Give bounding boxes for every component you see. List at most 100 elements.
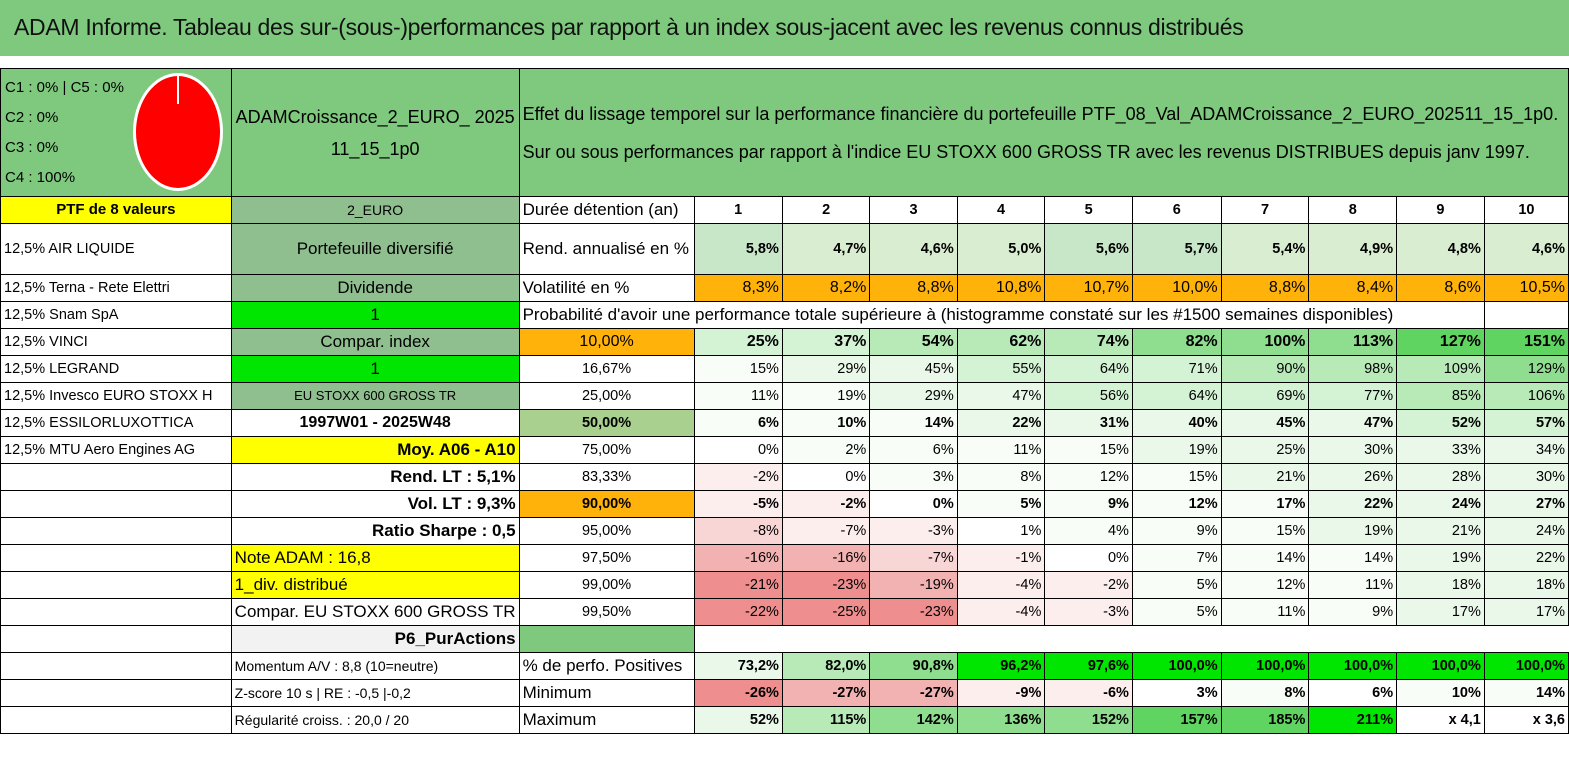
stat-value: -9% bbox=[956, 679, 1046, 707]
prob-value: 21% bbox=[1220, 463, 1310, 491]
stat-value: 136% bbox=[956, 706, 1046, 734]
stat-value: -27% bbox=[781, 679, 871, 707]
stat-value: 10% bbox=[1396, 679, 1485, 707]
stat-value: 152% bbox=[1044, 706, 1133, 734]
prob-row: 12,5% Invesco EURO STOXX H EU STOXX 600 … bbox=[0, 382, 1569, 410]
prob-threshold: 16,67% bbox=[518, 355, 695, 383]
prob-value: 9% bbox=[1044, 490, 1133, 518]
prob-value: -16% bbox=[781, 544, 871, 572]
prob-value: -25% bbox=[781, 598, 871, 626]
prob-value: -7% bbox=[869, 544, 958, 572]
prob-value: 106% bbox=[1483, 382, 1569, 410]
prob-value: 37% bbox=[781, 328, 871, 356]
portfolio-name: ADAMCroissance_2_EURO_ 202511_15_1p0 bbox=[230, 68, 520, 197]
duration-cell: 9 bbox=[1396, 196, 1485, 224]
return-value: 4,6% bbox=[1483, 223, 1569, 275]
prob-value: -7% bbox=[781, 517, 871, 545]
stats-row: Z-score 10 s | RE : -0,5 |-0,2 Minimum -… bbox=[0, 679, 1569, 707]
stats-row: Régularité croiss. : 20,0 / 20 Maximum 5… bbox=[0, 706, 1569, 734]
prob-value: 127% bbox=[1396, 328, 1485, 356]
prob-value: 14% bbox=[1220, 544, 1310, 572]
prob-value: 29% bbox=[781, 355, 871, 383]
stat-value: 14% bbox=[1483, 679, 1569, 707]
col2-flag-2: 1 bbox=[230, 355, 520, 383]
holding-2: 12,5% Terna - Rete Elettri bbox=[0, 274, 232, 302]
prob-value: 74% bbox=[1044, 328, 1133, 356]
prob-value: 17% bbox=[1220, 490, 1310, 518]
prob-value: 5% bbox=[1131, 598, 1222, 626]
prob-value: 22% bbox=[956, 409, 1046, 437]
prob-row: Rend. LT : 5,1% 83,33% -2% 0% 3% 8% 12% … bbox=[0, 463, 1569, 491]
prob-threshold: 99,00% bbox=[518, 571, 695, 599]
prob-row: 12,5% ESSILORLUXOTTICA 1997W01 - 2025W48… bbox=[0, 409, 1569, 437]
durations-label: Durée détention (an) bbox=[518, 196, 695, 224]
stat-value: 90,8% bbox=[869, 652, 958, 680]
return-value: 5,6% bbox=[1044, 223, 1133, 275]
minimum-label: Minimum bbox=[518, 679, 695, 707]
prob-value: -5% bbox=[693, 490, 783, 518]
prob-value: 7% bbox=[1131, 544, 1222, 572]
prob-value: 2% bbox=[781, 436, 871, 464]
holding-1: 12,5% AIR LIQUIDE bbox=[0, 223, 232, 275]
prob-value: 1% bbox=[956, 517, 1046, 545]
prob-value: 85% bbox=[1396, 382, 1485, 410]
stat-value: 73,2% bbox=[693, 652, 783, 680]
prob-value: 71% bbox=[1131, 355, 1222, 383]
prob-value: 54% bbox=[869, 328, 958, 356]
prob-value: 24% bbox=[1396, 490, 1485, 518]
prob-value: 0% bbox=[781, 463, 871, 491]
col2-dividend-mode: 1_div. distribué bbox=[230, 571, 520, 599]
return-value: 5,4% bbox=[1220, 223, 1310, 275]
stat-value: 185% bbox=[1220, 706, 1310, 734]
empty-cell bbox=[1483, 301, 1569, 329]
empty-cell bbox=[0, 544, 232, 572]
prob-threshold: 83,33% bbox=[518, 463, 695, 491]
col2-flag-1: 1 bbox=[230, 301, 520, 329]
prob-value: 30% bbox=[1483, 463, 1569, 491]
prob-value: 0% bbox=[869, 490, 958, 518]
prob-value: 129% bbox=[1483, 355, 1569, 383]
return-value: 5,0% bbox=[956, 223, 1046, 275]
prob-value: 11% bbox=[1220, 598, 1310, 626]
return-value: 4,6% bbox=[869, 223, 958, 275]
prob-value: -2% bbox=[781, 490, 871, 518]
prob-value: 19% bbox=[1396, 544, 1485, 572]
prob-value: -22% bbox=[693, 598, 783, 626]
blank-area bbox=[694, 625, 1569, 653]
prob-value: -1% bbox=[956, 544, 1046, 572]
prob-row: 12,5% LEGRAND 1 16,67% 15% 29% 45% 55% 6… bbox=[0, 355, 1569, 383]
duration-cell: 8 bbox=[1308, 196, 1398, 224]
prob-row: 12,5% VINCI Compar. index 10,00% 25% 37%… bbox=[0, 328, 1569, 356]
volatility-row: 12,5% Terna - Rete Elettri Dividende Vol… bbox=[0, 274, 1569, 302]
prob-value: 15% bbox=[1131, 463, 1222, 491]
prob-value: 18% bbox=[1396, 571, 1485, 599]
prob-value: 64% bbox=[1044, 355, 1133, 383]
prob-value: 11% bbox=[693, 382, 783, 410]
stat-value: x 4,1 bbox=[1396, 706, 1485, 734]
prob-value: 34% bbox=[1483, 436, 1569, 464]
stat-value: 157% bbox=[1131, 706, 1222, 734]
momentum-label: Momentum A/V : 8,8 (10=neutre) bbox=[230, 652, 520, 680]
stat-value: 6% bbox=[1308, 679, 1398, 707]
prob-value: 26% bbox=[1308, 463, 1398, 491]
prob-value: 11% bbox=[1308, 571, 1398, 599]
stats-row: Momentum A/V : 8,8 (10=neutre) % de perf… bbox=[0, 652, 1569, 680]
duration-cell: 3 bbox=[869, 196, 958, 224]
stat-value: 3% bbox=[1131, 679, 1222, 707]
holding-8: 12,5% MTU Aero Engines AG bbox=[0, 436, 232, 464]
prob-value: 33% bbox=[1396, 436, 1485, 464]
prob-value: 14% bbox=[1308, 544, 1398, 572]
prob-row: Compar. EU STOXX 600 GROSS TR 99,50% -22… bbox=[0, 598, 1569, 626]
description-line-2: Sur ou sous performances par rapport à l… bbox=[522, 141, 1530, 162]
description-line-1: Effet du lissage temporel sur la perform… bbox=[522, 103, 1559, 124]
prob-value: -21% bbox=[693, 571, 783, 599]
holding-7: 12,5% ESSILORLUXOTTICA bbox=[0, 409, 232, 437]
prob-value: 5% bbox=[1131, 571, 1222, 599]
empty-cell bbox=[0, 463, 232, 491]
holding-5: 12,5% LEGRAND bbox=[0, 355, 232, 383]
col2-model-name: P6_PurActions bbox=[230, 625, 520, 653]
positive-perf-label: % de perfo. Positives bbox=[518, 652, 695, 680]
prob-value: -2% bbox=[693, 463, 783, 491]
prob-value: 25% bbox=[1220, 436, 1310, 464]
prob-value: 47% bbox=[1308, 409, 1398, 437]
